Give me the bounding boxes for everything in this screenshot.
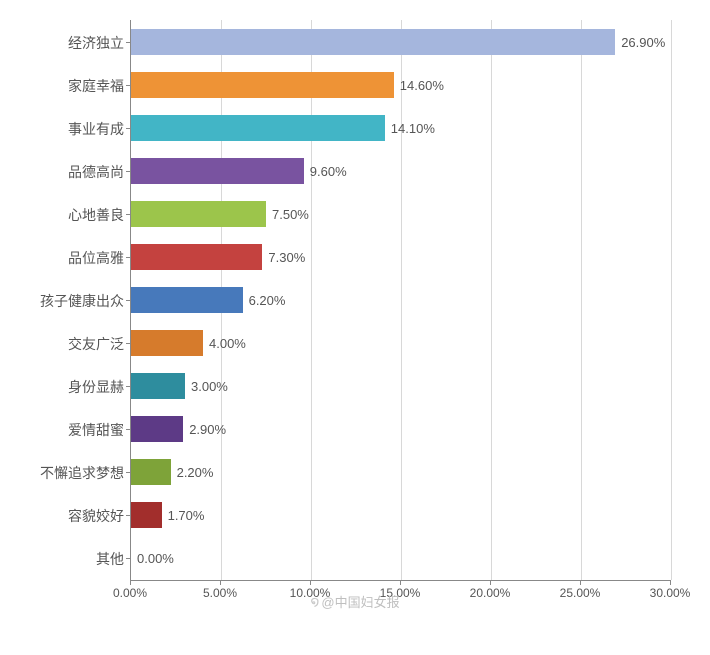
bar	[131, 29, 615, 55]
category-label: 品位高雅	[4, 248, 124, 268]
bar-row: 2.20%	[131, 459, 213, 485]
category-label: 孩子健康出众	[4, 291, 124, 311]
x-tick-mark	[580, 580, 581, 585]
bar	[131, 416, 183, 442]
x-tick-mark	[220, 580, 221, 585]
bar-row: 14.10%	[131, 115, 435, 141]
category-label: 心地善良	[4, 205, 124, 225]
category-label: 经济独立	[4, 33, 124, 53]
bar-value-label: 14.60%	[400, 78, 444, 93]
bar	[131, 330, 203, 356]
bar-row: 4.00%	[131, 330, 246, 356]
category-label: 事业有成	[4, 119, 124, 139]
bar-row: 7.30%	[131, 244, 305, 270]
category-label: 不懈追求梦想	[4, 463, 124, 483]
x-tick-label: 30.00%	[650, 586, 691, 600]
bar	[131, 201, 266, 227]
bar-row: 3.00%	[131, 373, 228, 399]
x-axis: 0.00%5.00%10.00%15.00%20.00%25.00%30.00%	[130, 580, 670, 600]
bar-row: 7.50%	[131, 201, 309, 227]
x-tick-label: 0.00%	[113, 586, 147, 600]
watermark: ໑ @中国妇女报	[310, 592, 399, 611]
bar-value-label: 14.10%	[391, 121, 435, 136]
bar-value-label: 4.00%	[209, 336, 246, 351]
bar	[131, 158, 304, 184]
bar-row: 26.90%	[131, 29, 665, 55]
bar-value-label: 3.00%	[191, 379, 228, 394]
watermark-text: @中国妇女报	[321, 592, 399, 611]
category-label: 其他	[4, 549, 124, 569]
x-tick-label: 20.00%	[470, 586, 511, 600]
bar-value-label: 2.90%	[189, 422, 226, 437]
x-tick-mark	[130, 580, 131, 585]
x-tick-mark	[310, 580, 311, 585]
bar-value-label: 1.70%	[168, 508, 205, 523]
bar-value-label: 9.60%	[310, 164, 347, 179]
bar-row: 2.90%	[131, 416, 226, 442]
bar-value-label: 26.90%	[621, 35, 665, 50]
bar	[131, 244, 262, 270]
category-label: 品德高尚	[4, 162, 124, 182]
category-label: 家庭幸福	[4, 76, 124, 96]
x-tick-label: 25.00%	[560, 586, 601, 600]
bar-value-label: 7.30%	[268, 250, 305, 265]
bar	[131, 72, 394, 98]
category-label: 身份显赫	[4, 377, 124, 397]
bar-row: 9.60%	[131, 158, 347, 184]
bar-value-label: 6.20%	[249, 293, 286, 308]
bar	[131, 373, 185, 399]
weibo-swirl-icon: ໑	[310, 593, 319, 610]
category-label: 交友广泛	[4, 334, 124, 354]
x-tick-label: 5.00%	[203, 586, 237, 600]
x-tick-mark	[670, 580, 671, 585]
bar-value-label: 7.50%	[272, 207, 309, 222]
bar-row: 0.00%	[131, 545, 174, 571]
bar-value-label: 2.20%	[177, 465, 214, 480]
bar-value-label: 0.00%	[137, 551, 174, 566]
gridline	[581, 20, 582, 580]
bar	[131, 115, 385, 141]
bar	[131, 287, 243, 313]
gridline	[491, 20, 492, 580]
x-tick-mark	[490, 580, 491, 585]
plot-area: 26.90% 14.60% 14.10% 9.60% 7.50% 7.30% 6.20% 4.…	[130, 20, 671, 581]
gridline	[311, 20, 312, 580]
gridline	[671, 20, 672, 580]
bar-row: 6.20%	[131, 287, 285, 313]
y-axis: 经济独立家庭幸福事业有成品德高尚心地善良品位高雅孩子健康出众交友广泛身份显赫爱情…	[0, 20, 130, 580]
bar-row: 1.70%	[131, 502, 204, 528]
category-label: 容貌姣好	[4, 506, 124, 526]
bar-chart: 26.90% 14.60% 14.10% 9.60% 7.50% 7.30% 6.20% 4.…	[0, 0, 710, 655]
bar	[131, 502, 162, 528]
bar-row: 14.60%	[131, 72, 444, 98]
category-label: 爱情甜蜜	[4, 420, 124, 440]
bar	[131, 459, 171, 485]
x-tick-mark	[400, 580, 401, 585]
gridline	[401, 20, 402, 580]
